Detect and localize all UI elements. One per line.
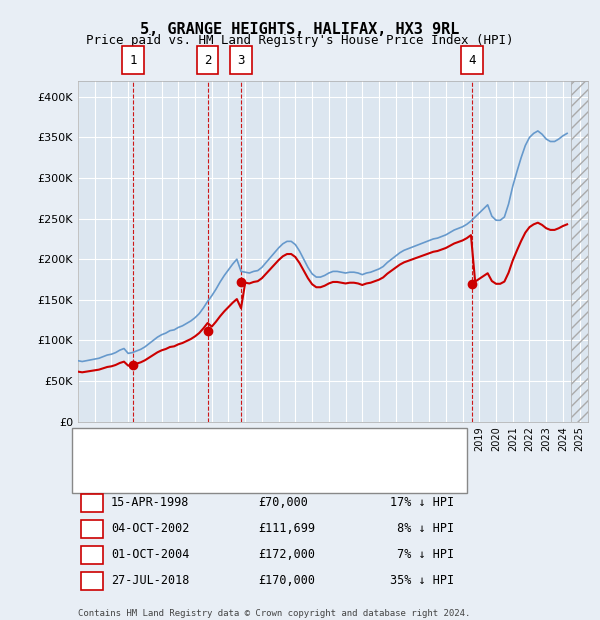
- Text: 3: 3: [88, 549, 95, 561]
- Text: 8% ↓ HPI: 8% ↓ HPI: [390, 523, 454, 535]
- Text: HPI: Average price, detached house, Calderdale: HPI: Average price, detached house, Cald…: [129, 466, 416, 476]
- Text: 27-JUL-2018: 27-JUL-2018: [111, 575, 190, 587]
- Text: £170,000: £170,000: [258, 575, 315, 587]
- Text: £172,000: £172,000: [258, 549, 315, 561]
- Text: 1: 1: [88, 497, 95, 509]
- Text: Price paid vs. HM Land Registry's House Price Index (HPI): Price paid vs. HM Land Registry's House …: [86, 34, 514, 47]
- Text: 4: 4: [88, 575, 95, 587]
- Text: 2: 2: [88, 523, 95, 535]
- Text: 4: 4: [469, 55, 476, 67]
- Text: 15-APR-1998: 15-APR-1998: [111, 497, 190, 509]
- Text: 1: 1: [129, 55, 137, 67]
- Text: 7% ↓ HPI: 7% ↓ HPI: [390, 549, 454, 561]
- Text: 17% ↓ HPI: 17% ↓ HPI: [390, 497, 454, 509]
- Text: Contains HM Land Registry data © Crown copyright and database right 2024.
This d: Contains HM Land Registry data © Crown c…: [78, 609, 470, 620]
- Text: £111,699: £111,699: [258, 523, 315, 535]
- Text: 2: 2: [204, 55, 211, 67]
- Text: 5, GRANGE HEIGHTS, HALIFAX, HX3 9RL: 5, GRANGE HEIGHTS, HALIFAX, HX3 9RL: [140, 22, 460, 37]
- Text: 04-OCT-2002: 04-OCT-2002: [111, 523, 190, 535]
- Text: £70,000: £70,000: [258, 497, 308, 509]
- Text: 35% ↓ HPI: 35% ↓ HPI: [390, 575, 454, 587]
- Text: 3: 3: [237, 55, 245, 67]
- Text: 5, GRANGE HEIGHTS, HALIFAX, HX3 9RL (detached house): 5, GRANGE HEIGHTS, HALIFAX, HX3 9RL (det…: [129, 443, 454, 453]
- Text: 01-OCT-2004: 01-OCT-2004: [111, 549, 190, 561]
